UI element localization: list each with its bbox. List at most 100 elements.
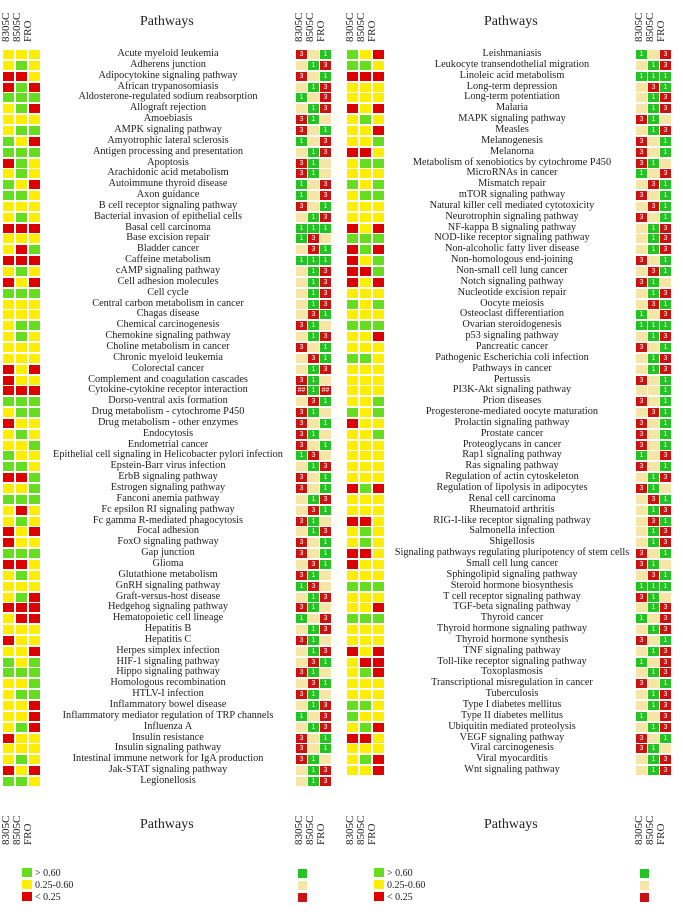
heat-cell-8305c (3, 603, 14, 613)
rank-cell-fro: 1 (660, 375, 671, 385)
heat-cell-8305c (3, 711, 14, 721)
heat-cell-8505c (360, 321, 371, 331)
heat-cell-8505c (16, 570, 27, 580)
heat-cell-8505c (16, 429, 27, 439)
heat-cell-8505c (16, 299, 27, 309)
rank-cell-8505c: 1 (308, 462, 319, 472)
heat-cell-8305c (3, 277, 14, 287)
heat-cell-8305c (3, 440, 14, 450)
rank-cell-8505c: 1 (648, 722, 659, 732)
heat-cell-8305c (3, 668, 14, 678)
rank-cell-8305c (296, 679, 307, 689)
rank-cell-8505c: 1 (308, 386, 319, 396)
rank-cell-8305c: 1 (636, 169, 647, 179)
heat-cell-8505c (16, 679, 27, 689)
pathway-label: Nucleotide excision repair (457, 286, 567, 298)
heat-cell-8505c (16, 158, 27, 168)
rank-cell-fro: 3 (660, 473, 671, 483)
heat-cell-fro (373, 614, 384, 624)
rank-cell-8305c: 3 (296, 733, 307, 743)
heat-cell-8505c (16, 364, 27, 374)
rank-cell-fro: 3 (660, 646, 671, 656)
pathway-row: T cell receptor signaling pathway 3 1 (0, 591, 683, 603)
pathway-row: Measles 1 3 (0, 124, 683, 136)
heat-cell-fro (29, 245, 40, 255)
rank-cell-8305c (636, 180, 647, 190)
rank-cell-fro: 3 (660, 701, 671, 710)
heat-cell-fro (29, 538, 40, 548)
rank-cell-fro: 3 (660, 711, 671, 721)
pathway-label: Complement and coagulation cascades (88, 373, 248, 385)
heat-cell-8305c (347, 755, 358, 765)
heat-cell-8505c (360, 82, 371, 92)
heat-cell-8305c (3, 93, 14, 103)
heat-cell-8305c (3, 50, 14, 59)
rank-cell-8505c: 1 (648, 125, 659, 135)
rank-cell-8505c (648, 169, 659, 179)
pathway-row: Prion diseases 3 1 (0, 395, 683, 407)
rank-cell-fro (320, 570, 331, 580)
heat-cell-8305c (347, 505, 358, 515)
rank-cell-8505c: 3 (648, 494, 659, 504)
rank-cell-8505c (648, 429, 659, 439)
pathway-label: AMPK signaling pathway (114, 123, 222, 135)
rank-cell-8505c: 1 (648, 603, 659, 613)
rank-cell-8305c: 1 (636, 71, 647, 81)
heat-cell-8305c (347, 657, 358, 667)
rank-cell-8305c: 3 (296, 668, 307, 678)
pathway-label: TGF-beta signaling pathway (453, 601, 571, 613)
rank-cell-fro: 3 (320, 625, 331, 635)
rank-cell-8505c (308, 711, 319, 721)
rank-cell-8505c: 1 (308, 408, 319, 418)
heat-cell-8305c (3, 701, 14, 710)
rank-cell-8305c (636, 364, 647, 374)
heat-cell-8305c (347, 375, 358, 385)
rank-cell-8305c (636, 332, 647, 342)
rank-cell-fro: 1 (320, 549, 331, 559)
rank-cell-8305c (636, 234, 647, 244)
rank-cell-8305c: 1 (296, 136, 307, 146)
column-header-8505c: 8505C (304, 815, 316, 845)
rank-cell-8305c (636, 722, 647, 732)
pathway-row: Regulation of lipolysis in adipocytes 3 1 (0, 482, 683, 494)
pathway-row: Renal cell carcinoma 3 1 (0, 493, 683, 505)
pathway-label: Herpes simplex infection (116, 644, 220, 656)
rank-cell-8505c: 3 (648, 408, 659, 418)
pathway-row: Homologous recombination 3 1 (0, 677, 683, 689)
heat-cell-8305c (3, 646, 14, 656)
heat-cell-8305c (347, 82, 358, 92)
heat-cell-8305c (3, 397, 14, 407)
rank-cell-8505c: 1 (308, 516, 319, 526)
heat-cell-8305c (347, 212, 358, 222)
rank-cell-fro: 3 (660, 527, 671, 537)
pathway-row: ErbB signaling pathway 3 1 (0, 471, 683, 483)
pathway-label: Autoimmune thyroid disease (108, 178, 228, 190)
pathway-label: Central carbon metabolism in cancer (92, 297, 244, 309)
pathway-row: Malaria 1 3 (0, 102, 683, 114)
rank-cell-fro (320, 158, 331, 168)
heat-cell-fro (29, 180, 40, 190)
pathway-row: Chronic myeloid leukemia 3 1 (0, 352, 683, 364)
pathway-row: Notch signaling pathway 3 1 (0, 276, 683, 288)
heat-cell-8305c (347, 538, 358, 548)
pathway-row: Hedgehog signaling pathway 3 1 (0, 601, 683, 613)
heat-cell-8505c (360, 104, 371, 114)
heat-cell-8305c (347, 494, 358, 504)
rank-cell-8505c (648, 191, 659, 201)
rank-cell-8505c (308, 744, 319, 754)
rank-cell-8505c (648, 50, 659, 59)
pathway-label: Thyroid hormone synthesis (455, 633, 569, 645)
rank-cell-8505c: 1 (308, 147, 319, 157)
pathway-label: Chemical carcinogenesis (116, 319, 220, 331)
heat-cell-fro (373, 104, 384, 114)
pathway-label: Regulation of actin cytoskeleton (445, 471, 579, 483)
pathway-row: Chagas disease 3 1 (0, 308, 683, 320)
heat-cell-8505c (360, 603, 371, 613)
heat-cell-8505c (16, 549, 27, 559)
rank-cell-8305c (636, 288, 647, 298)
pathway-row: Cytokine-cytokine receptor interaction ##… (0, 384, 683, 396)
heat-cell-fro (29, 50, 40, 59)
heat-cell-fro (373, 93, 384, 103)
pathway-label: Non-alcoholic fatty liver disease (444, 243, 580, 255)
